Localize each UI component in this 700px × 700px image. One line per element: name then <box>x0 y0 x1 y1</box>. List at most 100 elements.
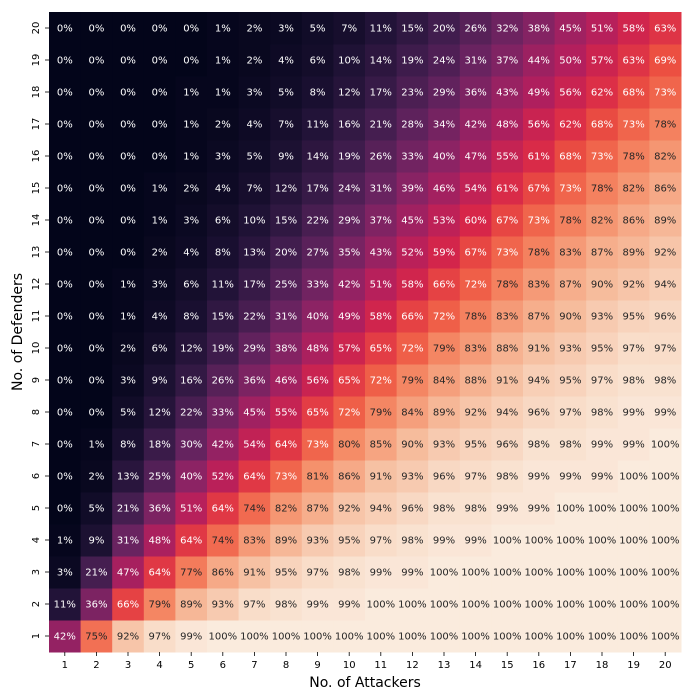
heatmap-cell-label: 83% <box>243 536 265 547</box>
heatmap-cell-label: 36% <box>85 600 107 611</box>
heatmap-cell-label: 65% <box>338 376 360 387</box>
heatmap-cell <box>459 620 492 653</box>
heatmap-cell <box>49 556 82 589</box>
heatmap-cell-label: 40% <box>433 152 455 163</box>
heatmap-cell-label: 0% <box>152 24 168 35</box>
heatmap-cell-label: 98% <box>433 504 455 515</box>
heatmap-cell-label: 26% <box>464 24 486 35</box>
heatmap-cell <box>49 332 82 365</box>
heatmap-cell-label: 89% <box>275 536 297 547</box>
heatmap-cell-label: 0% <box>88 280 104 291</box>
heatmap-cell <box>175 44 208 77</box>
heatmap-cell-label: 88% <box>496 344 518 355</box>
heatmap-cell <box>396 428 429 461</box>
heatmap-cell-label: 95% <box>338 536 360 547</box>
heatmap-cell <box>238 332 271 365</box>
heatmap-cell <box>649 300 682 333</box>
heatmap-cell <box>301 140 334 173</box>
heatmap-cell-label: 36% <box>148 504 170 515</box>
heatmap-cell <box>49 268 82 301</box>
heatmap-cell-label: 100% <box>303 632 332 643</box>
heatmap-cell-label: 49% <box>338 312 360 323</box>
heatmap-cell-label: 0% <box>57 152 73 163</box>
y-tick-label: 10 <box>31 342 42 355</box>
heatmap-cell-label: 0% <box>88 184 104 195</box>
heatmap-cell <box>270 140 303 173</box>
heatmap-cell-label: 72% <box>433 312 455 323</box>
heatmap-cell <box>617 172 650 205</box>
heatmap-cell <box>586 460 619 493</box>
heatmap-cell <box>143 204 176 237</box>
heatmap-cell-label: 58% <box>370 312 392 323</box>
heatmap-cell-label: 64% <box>243 472 265 483</box>
heatmap-cell-label: 59% <box>433 248 455 259</box>
x-axis-ticks: 1 2 3 4 5 6 7 8 9 10 11 12 13 14 15 16 17 18 19 20 <box>62 652 672 671</box>
heatmap-cell-label: 42% <box>464 120 486 131</box>
heatmap-cell <box>649 396 682 429</box>
x-tick-label: 19 <box>627 660 640 671</box>
heatmap-cell-label: 0% <box>57 88 73 99</box>
heatmap-cell <box>112 108 145 141</box>
heatmap-cell-label: 100% <box>493 568 522 579</box>
heatmap-cell-label: 73% <box>654 88 676 99</box>
heatmap-cell-label: 1% <box>215 56 231 67</box>
heatmap-cell-label: 68% <box>622 88 644 99</box>
heatmap-cell <box>175 12 208 45</box>
x-tick-label: 15 <box>501 660 514 671</box>
x-tick-label: 7 <box>251 660 257 671</box>
heatmap-cell-label: 95% <box>464 440 486 451</box>
heatmap-cell <box>617 204 650 237</box>
heatmap-cell <box>270 268 303 301</box>
y-tick-label: 11 <box>31 310 42 323</box>
heatmap-cell-label: 100% <box>493 536 522 547</box>
heatmap-cell-label: 8% <box>120 440 136 451</box>
heatmap-cell <box>301 236 334 269</box>
heatmap-cell-label: 97% <box>370 536 392 547</box>
heatmap-cell-label: 99% <box>401 568 423 579</box>
heatmap-cell-label: 54% <box>243 440 265 451</box>
heatmap-cell <box>586 44 619 77</box>
heatmap-cell <box>459 460 492 493</box>
heatmap-cell <box>617 524 650 557</box>
heatmap-cell-label: 1% <box>183 88 199 99</box>
x-tick-label: 13 <box>438 660 451 671</box>
heatmap-cell-label: 100% <box>367 632 396 643</box>
heatmap-cell <box>49 620 82 653</box>
heatmap-cell <box>523 12 556 45</box>
heatmap-cell <box>428 460 461 493</box>
heatmap-cell <box>586 12 619 45</box>
heatmap-cell-label: 9% <box>88 536 104 547</box>
heatmap-cell-label: 48% <box>148 536 170 547</box>
heatmap-cell <box>175 236 208 269</box>
heatmap-cell-label: 72% <box>464 280 486 291</box>
heatmap-cell-label: 17% <box>243 280 265 291</box>
heatmap-cell <box>80 492 113 525</box>
heatmap-cell-label: 97% <box>622 344 644 355</box>
heatmap-cell <box>617 76 650 109</box>
heatmap-cell-label: 25% <box>148 472 170 483</box>
heatmap-cell <box>207 556 240 589</box>
heatmap-cell <box>396 44 429 77</box>
heatmap-cell-label: 32% <box>496 24 518 35</box>
heatmap-cell <box>238 108 271 141</box>
heatmap-cell-label: 21% <box>370 120 392 131</box>
y-tick-label: 13 <box>31 246 42 259</box>
heatmap-cell <box>649 108 682 141</box>
heatmap-cell <box>301 44 334 77</box>
heatmap-cell <box>112 428 145 461</box>
heatmap-cell <box>143 300 176 333</box>
heatmap-cell-label: 98% <box>464 504 486 515</box>
heatmap-cell-label: 0% <box>152 152 168 163</box>
heatmap-cell-label: 100% <box>651 472 680 483</box>
heatmap-cell-label: 100% <box>556 568 585 579</box>
heatmap-cell <box>175 460 208 493</box>
heatmap-cell <box>459 108 492 141</box>
heatmap-cell-label: 45% <box>243 408 265 419</box>
heatmap-cell-label: 0% <box>88 56 104 67</box>
heatmap-cell-label: 11% <box>370 24 392 35</box>
heatmap-cell-label: 45% <box>401 216 423 227</box>
heatmap-cell-label: 5% <box>88 504 104 515</box>
heatmap-cell-label: 73% <box>559 184 581 195</box>
heatmap-cell-label: 82% <box>275 504 297 515</box>
heatmap-cell-label: 16% <box>180 376 202 387</box>
